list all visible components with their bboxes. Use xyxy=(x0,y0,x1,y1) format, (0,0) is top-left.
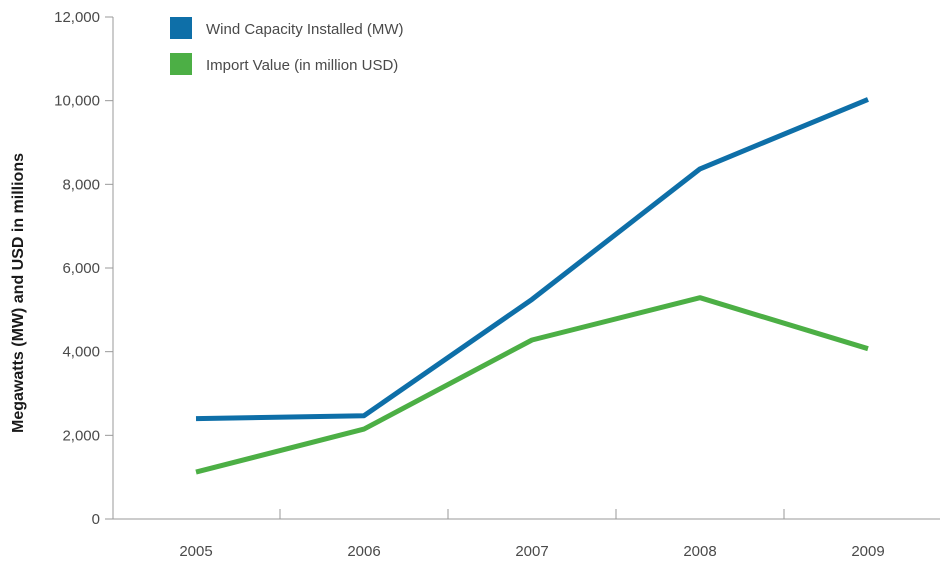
legend-label: Wind Capacity Installed (MW) xyxy=(206,21,404,38)
legend: Wind Capacity Installed (MW) Import Value… xyxy=(170,17,404,75)
legend-swatch xyxy=(170,53,192,75)
y-tick-label: 6,000 xyxy=(62,260,100,277)
y-axis-title: Megawatts (MW) and USD in millions xyxy=(10,153,27,433)
axes xyxy=(105,16,940,520)
legend-swatch xyxy=(170,17,192,39)
series-lines xyxy=(195,97,869,475)
x-tick-label: 2007 xyxy=(515,543,548,560)
legend-label: Import Value (in million USD) xyxy=(206,57,398,74)
series-line-1 xyxy=(195,97,869,422)
y-tick-label: 4,000 xyxy=(62,344,100,361)
y-tick-label: 10,000 xyxy=(54,93,100,110)
x-tick-label: 2005 xyxy=(179,543,212,560)
y-tick-label: 12,000 xyxy=(54,9,100,26)
series-line-2 xyxy=(195,295,869,475)
x-tick-label: 2008 xyxy=(683,543,716,560)
y-tick-label: 8,000 xyxy=(62,176,100,193)
x-tick-label: 2006 xyxy=(347,543,380,560)
y-tick-labels: 0 2,000 4,000 6,000 8,000 10,000 12,000 xyxy=(54,9,100,528)
x-tick-labels: 2005 2006 2007 2008 2009 xyxy=(179,543,884,560)
x-tick-label: 2009 xyxy=(851,543,884,560)
y-tick-label: 2,000 xyxy=(62,427,100,444)
y-tick-label: 0 xyxy=(92,511,100,528)
